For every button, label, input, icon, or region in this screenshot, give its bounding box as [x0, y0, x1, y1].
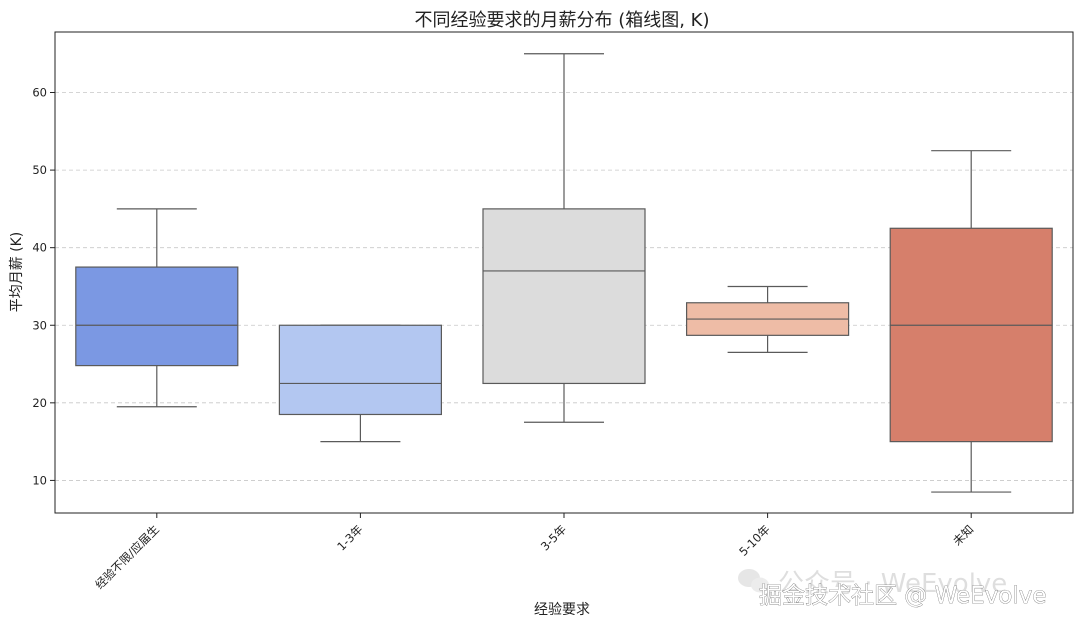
y-tick-label: 20 [32, 396, 47, 410]
x-axis-label: 经验要求 [534, 602, 590, 618]
y-tick-label: 60 [32, 86, 47, 100]
x-tick-label: 5-10年 [736, 522, 772, 558]
y-axis-label: 平均月薪 (K) [9, 232, 25, 313]
x-tick-label: 经验不限/应届生 [92, 522, 162, 592]
iqr-box [278, 324, 442, 416]
box-group [75, 208, 239, 408]
y-tick-label: 30 [32, 318, 47, 332]
box-group [685, 285, 850, 354]
box-group [482, 53, 646, 423]
wechat-icon [738, 569, 769, 593]
x-tick-label: 1-3年 [334, 522, 365, 553]
y-tick-label: 10 [32, 473, 47, 487]
x-tick-label: 3-5年 [538, 522, 569, 553]
iqr-box [482, 208, 646, 385]
watermark-juejin: 掘金技术社区 @ WeEvolve [759, 583, 1047, 609]
watermark-wechat-text: 公众号 · WeEvolve [778, 569, 1007, 599]
plot-frame [54, 31, 1074, 514]
y-tick-label: 50 [32, 163, 47, 177]
box-group [278, 324, 442, 443]
x-tick-label: 未知 [950, 522, 976, 548]
iqr-box [75, 266, 239, 367]
y-tick-label: 40 [32, 241, 47, 255]
iqr-box [889, 227, 1053, 443]
boxes [75, 53, 1053, 493]
watermark-wechat: 公众号 · WeEvolve [738, 569, 1007, 599]
box-group [889, 150, 1053, 493]
chart-title: 不同经验要求的月薪分布 (箱线图, K) [414, 10, 709, 31]
